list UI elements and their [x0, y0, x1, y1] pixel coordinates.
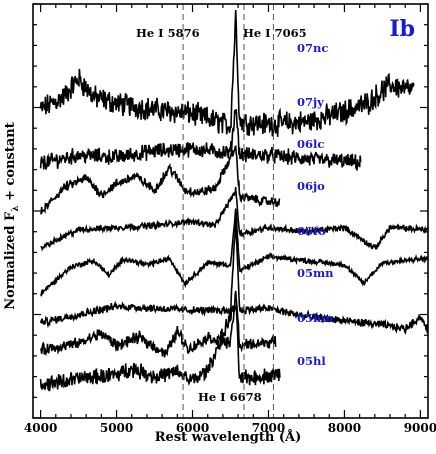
y-axis-title: Normalized Fλ + constant [3, 122, 21, 309]
panel-label: Ib [389, 16, 415, 42]
reference-line-label: He I 6678 [198, 390, 262, 404]
spectrum-line-06fo [40, 208, 429, 297]
x-tick-label: 9000 [404, 421, 436, 435]
reference-line-label: He I 7065 [243, 26, 307, 40]
series-label-05hm: 05hm [297, 311, 334, 325]
y-axis-title-suffix: + constant [3, 122, 18, 205]
x-tick-label: 6000 [176, 421, 209, 435]
reference-lines-group [182, 4, 274, 418]
series-label-05mn: 05mn [297, 266, 334, 280]
x-tick-label: 4000 [24, 421, 57, 435]
series-label-07nc: 07nc [297, 41, 328, 55]
series-label-05hl: 05hl [297, 354, 326, 368]
y-axis-title-main: Normalized F [3, 211, 18, 310]
spectrum-line-05mn [39, 219, 429, 335]
spectrum-line-06jo [40, 186, 429, 252]
spectrum-line-05hm [39, 290, 277, 358]
series-label-06jo: 06jo [297, 179, 325, 193]
spectrum-line-06lc [39, 145, 281, 215]
x-tick-label: 7000 [252, 421, 285, 435]
series-label-06lc: 06lc [297, 137, 324, 151]
x-tick-label: 5000 [100, 421, 133, 435]
series-group [39, 9, 429, 392]
x-axis-title: Rest wavelength (Å) [155, 429, 302, 445]
axes-group: 4000 5000 6000 7000 8000 9000 [24, 3, 436, 435]
series-label-06fo: 06fo [297, 224, 326, 238]
spectrum-line-05hl [39, 303, 281, 392]
x-tick-label: 8000 [328, 421, 361, 435]
reference-line-label: He I 5876 [136, 26, 200, 40]
series-label-07jy: 07jy [297, 95, 324, 109]
y-axis-title-sub: λ [11, 205, 21, 211]
spectrum-line-07nc [39, 9, 415, 137]
spectrum-line-07jy [39, 109, 362, 171]
